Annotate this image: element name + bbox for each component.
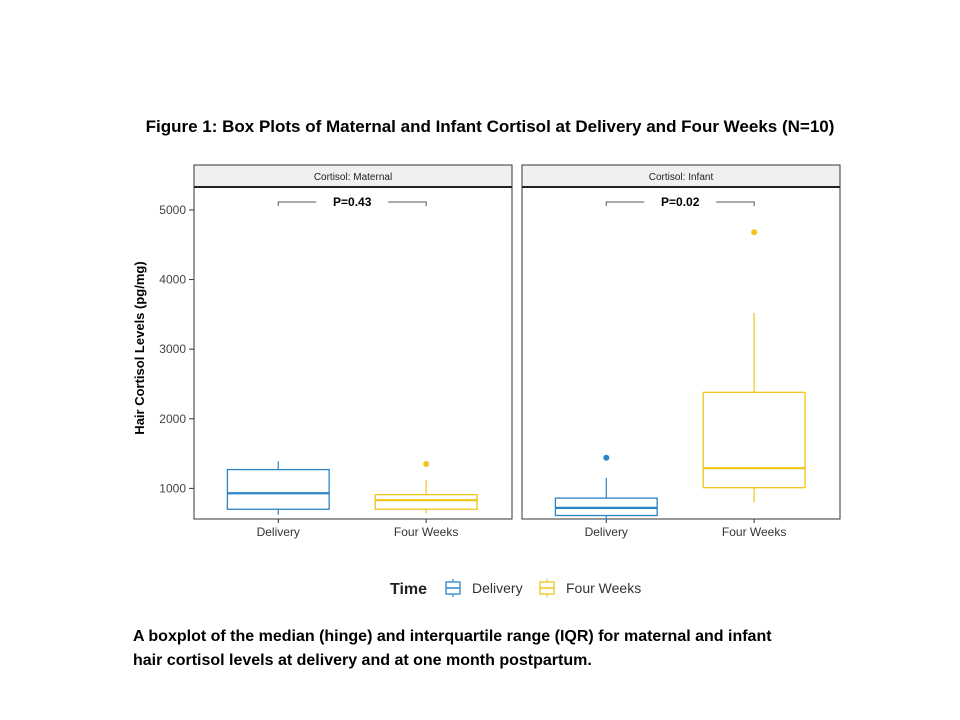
legend-label: Four Weeks — [566, 580, 641, 596]
box-delivery — [226, 461, 330, 515]
caption-line-1: A boxplot of the median (hinge) and inte… — [133, 628, 772, 645]
pvalue-bracket-right — [388, 201, 427, 206]
pvalue-label: P=0.43 — [333, 195, 372, 209]
chart-panels: 1000 2000 3000 4000 5000 Cortisol: Maternal P=… — [159, 164, 841, 539]
facet-strip-label: Cortisol: Infant — [649, 172, 714, 183]
iqr-box — [374, 493, 478, 510]
iqr-box — [226, 468, 330, 510]
caption-line-2: hair cortisol levels at delivery and at … — [133, 652, 592, 669]
box-four-weeks — [702, 229, 806, 503]
outlier-point — [603, 454, 610, 461]
y-axis-title: Hair Cortisol Levels (pg/mg) — [132, 261, 147, 434]
outlier-point — [423, 461, 430, 468]
legend-entry-four-weeks: Four Weeks — [539, 579, 641, 597]
iqr-box — [702, 391, 806, 489]
facet-strip-label: Cortisol: Maternal — [314, 172, 392, 183]
figure-title: Figure 1: Box Plots of Maternal and Infa… — [145, 117, 835, 136]
y-tick-label: 4000 — [159, 273, 186, 287]
figure-caption: A boxplot of the median (hinge) and inte… — [133, 625, 913, 673]
y-axis-title-group: Hair Cortisol Levels (pg/mg) — [132, 261, 147, 434]
x-tick-label: Four Weeks — [394, 525, 458, 539]
outlier-point — [751, 229, 758, 236]
x-tick-label: Four Weeks — [722, 525, 786, 539]
box-delivery — [554, 454, 658, 522]
pvalue-bracket-right — [716, 201, 755, 206]
y-tick-label: 5000 — [159, 203, 186, 217]
legend: Time Delivery Four Weeks — [390, 579, 641, 598]
pvalue-label: P=0.02 — [661, 195, 700, 209]
x-tick-label: Delivery — [585, 525, 628, 539]
y-tick-label: 1000 — [159, 481, 186, 495]
legend-entry-delivery: Delivery — [445, 579, 523, 597]
panel-infant: Cortisol: Infant P=0.02 Delivery Four Weeks — [521, 164, 841, 539]
y-tick-label: 3000 — [159, 342, 186, 356]
box-four-weeks — [374, 461, 478, 514]
x-tick-label: Delivery — [257, 525, 300, 539]
legend-title: Time — [390, 581, 427, 598]
legend-label: Delivery — [472, 580, 523, 596]
pvalue-bracket-left — [605, 201, 645, 206]
panel-maternal: Cortisol: Maternal P=0.43 Delivery Four Wee… — [193, 164, 513, 539]
pvalue-bracket-left — [277, 201, 317, 206]
y-tick-label: 2000 — [159, 412, 186, 426]
